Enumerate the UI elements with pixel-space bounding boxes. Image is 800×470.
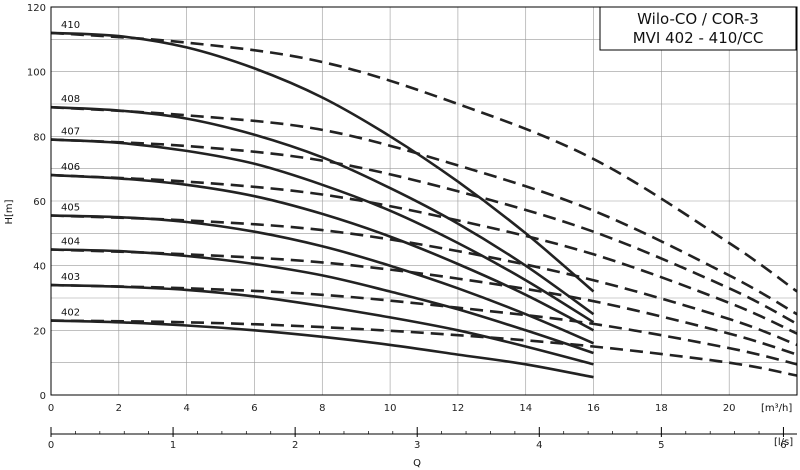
y-tick-label: 40: [33, 262, 46, 273]
y-tick-label: 120: [27, 3, 46, 14]
dashed-curve-405: [50, 214, 798, 347]
curve-label-403: 403: [61, 272, 80, 283]
curve-label-410: 410: [61, 20, 80, 31]
solid-curve-407: [50, 138, 595, 324]
chart-title-line-1: Wilo-CO / COR-3: [637, 10, 759, 28]
x-tick-label: 0: [48, 403, 54, 414]
ls-tick-label: 5: [658, 440, 664, 451]
y-tick-label: 100: [27, 68, 46, 79]
ls-tick-label: 6: [780, 440, 786, 451]
ls-tick-label: 2: [292, 440, 298, 451]
ls-tick-label: 4: [536, 440, 542, 451]
solid-curves: [50, 31, 595, 379]
curve-labels: 410 408 407 406 405 404 403 402: [61, 20, 80, 319]
x-tick-label: 6: [251, 403, 257, 414]
dashed-curve-406: [50, 173, 798, 335]
x-tick-label: 10: [384, 403, 397, 414]
x-tick-label: 12: [452, 403, 465, 414]
dashed-curve-408: [50, 105, 798, 316]
curve-label-407: 407: [61, 127, 80, 138]
dashed-curve-404: [50, 248, 798, 356]
y-tick-label: 80: [33, 132, 46, 143]
x-axis-ticks-m3h: 0 2 4 6 8 10 12 14 16 18 20: [48, 403, 736, 414]
dashed-curve-407: [50, 138, 798, 326]
ls-tick-label: 0: [48, 440, 54, 451]
y-tick-label: 60: [33, 197, 46, 208]
solid-curve-406: [50, 173, 595, 332]
x-tick-label: 18: [655, 403, 668, 414]
curve-label-406: 406: [61, 162, 80, 173]
curve-label-404: 404: [61, 237, 80, 248]
dashed-curve-410: [50, 31, 798, 293]
ls-tick-label: 3: [414, 440, 420, 451]
curve-label-402: 402: [61, 308, 80, 319]
title-box-frame: [599, 6, 797, 51]
solid-curve-403: [50, 283, 594, 366]
x-axis-unit-m3h: [m³/h]: [761, 403, 792, 414]
x-tick-label: 20: [723, 403, 736, 414]
x-tick-label: 8: [319, 403, 325, 414]
dashed-curves: [50, 31, 798, 377]
x-tick-label: 14: [519, 403, 532, 414]
grid: [50, 6, 798, 396]
curve-label-408: 408: [61, 94, 80, 105]
dashed-curve-402: [50, 319, 798, 377]
curve-label-405: 405: [61, 203, 80, 214]
solid-curve-402: [50, 319, 594, 379]
chart-title-box: Wilo-CO / COR-3 MVI 402 - 410/CC: [599, 6, 797, 51]
solid-curve-408: [50, 105, 595, 316]
x-tick-label: 4: [183, 403, 189, 414]
solid-curve-405: [50, 214, 595, 345]
x-tick-label: 16: [587, 403, 600, 414]
chart-title-line-2: MVI 402 - 410/CC: [633, 29, 764, 47]
x-tick-label: 2: [116, 403, 122, 414]
y-axis-label: H[m]: [4, 199, 15, 224]
ls-tick-label: 1: [170, 440, 176, 451]
x-axis-ticks-ls: 0 1 2 3 4 5 6: [48, 427, 787, 451]
y-axis-ticks: 0 20 40 60 80 100 120: [27, 3, 46, 402]
x-axis-label: Q: [413, 458, 421, 469]
x-axis-unit-ls: [l/s]: [774, 437, 793, 448]
plot-border: [50, 6, 798, 396]
solid-curve-410: [50, 31, 595, 293]
y-tick-label: 0: [40, 391, 46, 402]
y-tick-label: 20: [33, 326, 46, 337]
secondary-x-axis: 0 1 2 3 4 5 6 [l/s] Q: [48, 427, 797, 469]
solid-curve-404: [50, 248, 594, 355]
